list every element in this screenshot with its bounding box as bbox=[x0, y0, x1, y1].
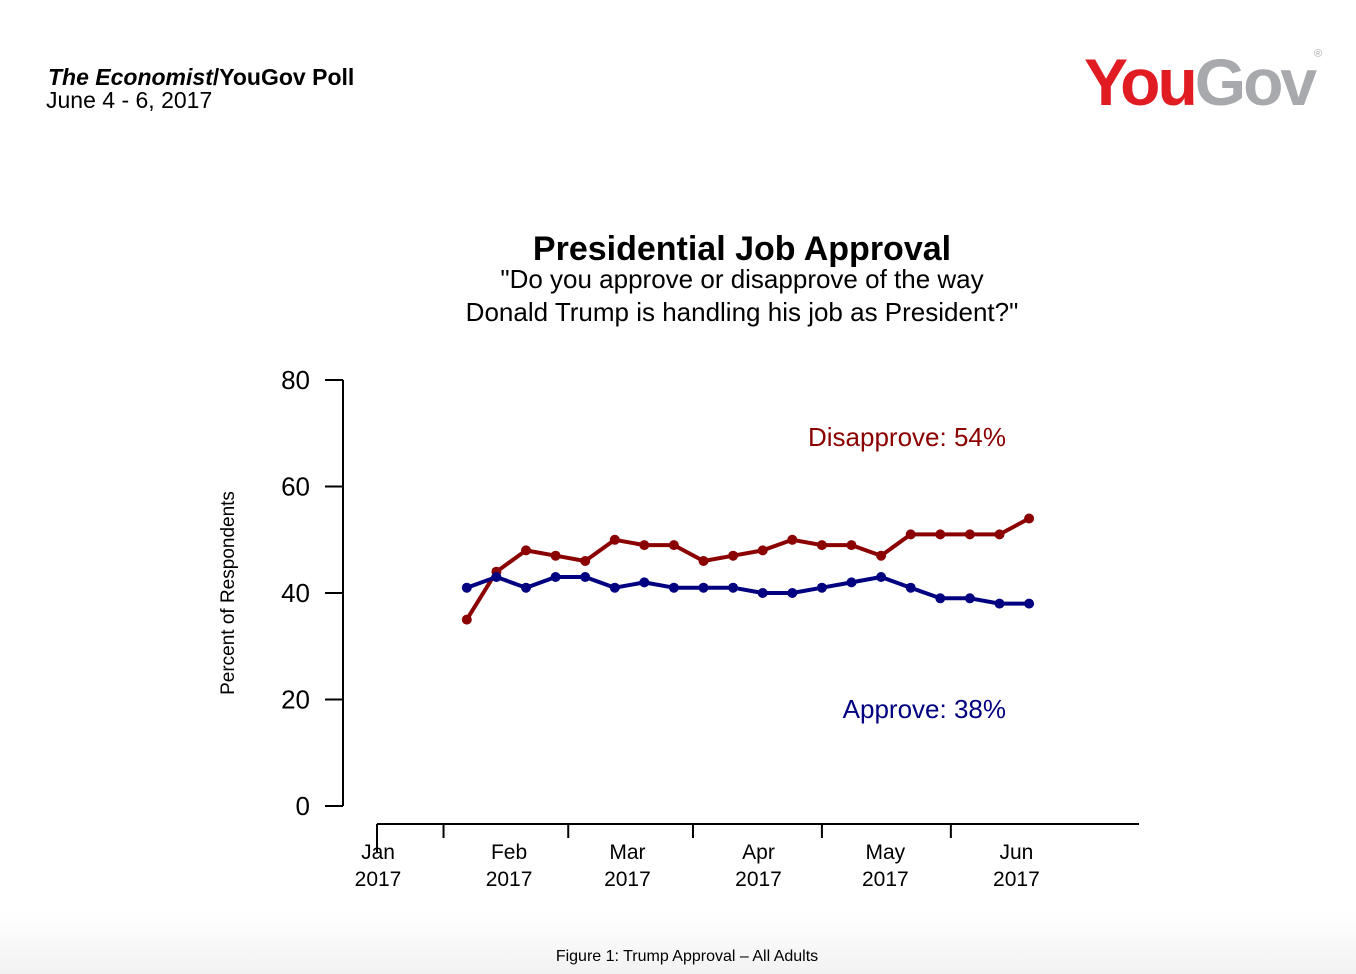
y-axis: 0 20 40 60 80 bbox=[281, 365, 344, 821]
disapprove-point-17 bbox=[964, 529, 975, 540]
x-tick-month-feb: Feb bbox=[491, 841, 527, 864]
x-tick-year-jan: 2017 bbox=[355, 868, 402, 891]
x-tick-year-jun: 2017 bbox=[993, 868, 1040, 891]
disapprove-point-4 bbox=[580, 556, 591, 566]
x-tick-year-apr: 2017 bbox=[735, 868, 782, 891]
approve-point-17 bbox=[964, 593, 975, 604]
approve-point-19 bbox=[1024, 598, 1035, 609]
y-tick-label-20: 20 bbox=[281, 685, 310, 715]
approve-point-2 bbox=[521, 582, 531, 593]
disapprove-point-5 bbox=[609, 534, 620, 545]
approve-point-15 bbox=[905, 582, 916, 593]
x-tick-month-jun: Jun bbox=[999, 841, 1033, 864]
figure-caption: Figure 1: Trump Approval – All Adults bbox=[555, 948, 819, 965]
disapprove-point-8 bbox=[698, 556, 709, 566]
chart-subtitle-line-1: "Do you approve or disapprove of the way bbox=[500, 264, 983, 294]
y-tick-label-80: 80 bbox=[281, 365, 310, 395]
disapprove-point-15 bbox=[905, 529, 916, 540]
yougov-logo: YouGov ® bbox=[1084, 44, 1322, 120]
disapprove-point-19 bbox=[1024, 513, 1035, 524]
disapprove-label: Disapprove: 54% bbox=[808, 422, 1006, 452]
disapprove-point-18 bbox=[994, 529, 1005, 540]
x-axis: Jan 2017 Feb 2017 Mar 2017 Apr 2017 May 2017 Jun 20… bbox=[355, 823, 1139, 891]
x-tick-month-jan: Jan bbox=[361, 841, 395, 864]
disapprove-point-6 bbox=[639, 540, 650, 551]
logo-you: You bbox=[1084, 45, 1198, 119]
approve-point-4 bbox=[580, 572, 591, 582]
disapprove-point-7 bbox=[668, 540, 679, 551]
x-tick-year-may: 2017 bbox=[862, 868, 909, 891]
x-tick-month-may: May bbox=[865, 841, 905, 864]
chart-subtitle-line-2: Donald Trump is handling his job as Pres… bbox=[466, 297, 1019, 327]
disapprove-series bbox=[461, 513, 1035, 625]
approve-label: Approve: 38% bbox=[843, 694, 1006, 724]
footer-band bbox=[0, 912, 1356, 974]
y-tick-label-0: 0 bbox=[296, 791, 310, 821]
logo-gov: Gov bbox=[1194, 45, 1317, 119]
approve-point-5 bbox=[609, 582, 620, 593]
disapprove-point-13 bbox=[846, 540, 857, 551]
series-layer bbox=[461, 513, 1035, 625]
disapprove-point-10 bbox=[757, 545, 768, 556]
approve-point-13 bbox=[846, 577, 857, 588]
approve-point-10 bbox=[757, 588, 768, 598]
y-tick-label-60: 60 bbox=[281, 472, 310, 502]
approve-series bbox=[461, 572, 1035, 609]
x-tick-year-feb: 2017 bbox=[486, 868, 533, 891]
disapprove-point-16 bbox=[935, 529, 946, 540]
disapprove-point-3 bbox=[550, 550, 561, 561]
publication-name: The Economist bbox=[48, 64, 213, 90]
disapprove-point-12 bbox=[816, 540, 827, 551]
approve-point-14 bbox=[876, 572, 887, 582]
poll-dates: June 4 - 6, 2017 bbox=[46, 87, 213, 113]
publication-title: The Economist/YouGov Poll bbox=[48, 64, 354, 90]
disapprove-point-14 bbox=[876, 550, 887, 561]
x-tick-month-mar: Mar bbox=[609, 841, 645, 864]
approve-point-11 bbox=[787, 588, 798, 598]
approve-point-3 bbox=[550, 572, 561, 582]
chart-title: Presidential Job Approval bbox=[533, 230, 951, 268]
publication-poll: /YouGov Poll bbox=[212, 64, 355, 90]
approve-point-6 bbox=[639, 577, 650, 588]
y-axis-label: Percent of Respondents bbox=[218, 491, 239, 695]
approve-point-0 bbox=[461, 582, 472, 593]
approve-point-16 bbox=[935, 593, 946, 604]
approve-point-12 bbox=[816, 582, 827, 593]
approve-point-18 bbox=[994, 598, 1005, 609]
disapprove-point-2 bbox=[521, 545, 531, 556]
logo-registered-mark: ® bbox=[1314, 48, 1323, 60]
approve-point-7 bbox=[668, 582, 679, 593]
approve-point-1 bbox=[491, 572, 502, 582]
x-tick-month-apr: Apr bbox=[742, 841, 775, 864]
y-tick-label-40: 40 bbox=[281, 578, 310, 608]
disapprove-point-11 bbox=[787, 534, 798, 545]
disapprove-point-0 bbox=[461, 614, 472, 625]
disapprove-point-9 bbox=[728, 550, 739, 561]
approve-point-8 bbox=[698, 582, 709, 593]
x-tick-year-mar: 2017 bbox=[604, 868, 651, 891]
approve-point-9 bbox=[728, 582, 739, 593]
